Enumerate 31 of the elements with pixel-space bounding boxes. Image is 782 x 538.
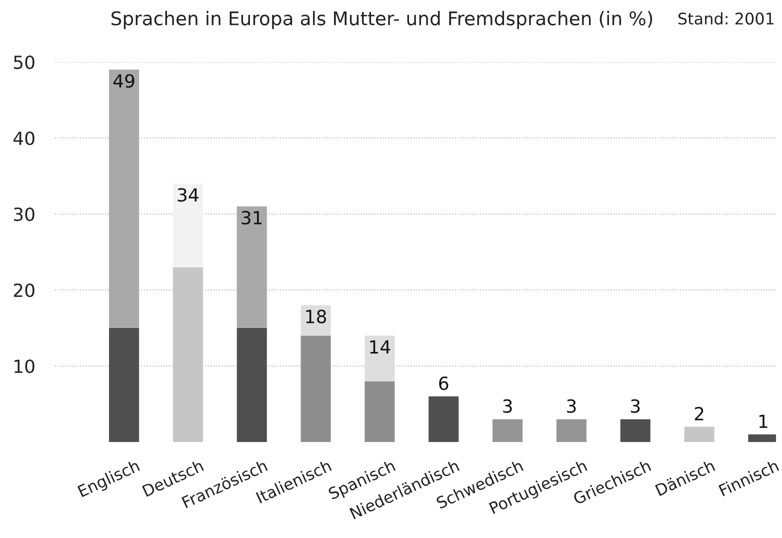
total-label: 1 bbox=[759, 414, 768, 428]
total-label: 3 bbox=[503, 399, 512, 413]
total-label: 6 bbox=[439, 376, 448, 390]
total-label: 2 bbox=[694, 406, 704, 420]
y-tick-label: 40 bbox=[13, 131, 34, 146]
bar bbox=[109, 328, 140, 442]
bar bbox=[364, 381, 395, 442]
bar bbox=[172, 267, 203, 442]
y-tick-label: 10 bbox=[14, 359, 34, 374]
text: Stand: 2001 bbox=[678, 12, 774, 25]
y-tick-label: 30 bbox=[14, 207, 34, 222]
bar bbox=[492, 419, 523, 442]
total-label: 3 bbox=[567, 399, 576, 413]
bar bbox=[172, 184, 203, 268]
total-label: 31 bbox=[242, 210, 262, 225]
total-label: 49 bbox=[113, 74, 134, 88]
chart-title: Sprachen in Europa als Mutter- und Fremdsprachen (in %) bbox=[112, 10, 652, 30]
total-label: 14 bbox=[370, 340, 390, 354]
bar bbox=[620, 419, 650, 442]
bar bbox=[684, 426, 714, 442]
total-label: 3 bbox=[631, 399, 640, 413]
bar bbox=[300, 305, 331, 336]
bar bbox=[236, 328, 267, 442]
y-tick-label: 50 bbox=[14, 55, 34, 70]
total-label: 34 bbox=[178, 188, 198, 202]
bar bbox=[428, 396, 459, 442]
bar bbox=[300, 336, 331, 442]
y-tick-label: 20 bbox=[14, 283, 34, 298]
bar bbox=[556, 419, 586, 442]
total-label: 18 bbox=[306, 310, 326, 324]
bar bbox=[364, 336, 395, 382]
